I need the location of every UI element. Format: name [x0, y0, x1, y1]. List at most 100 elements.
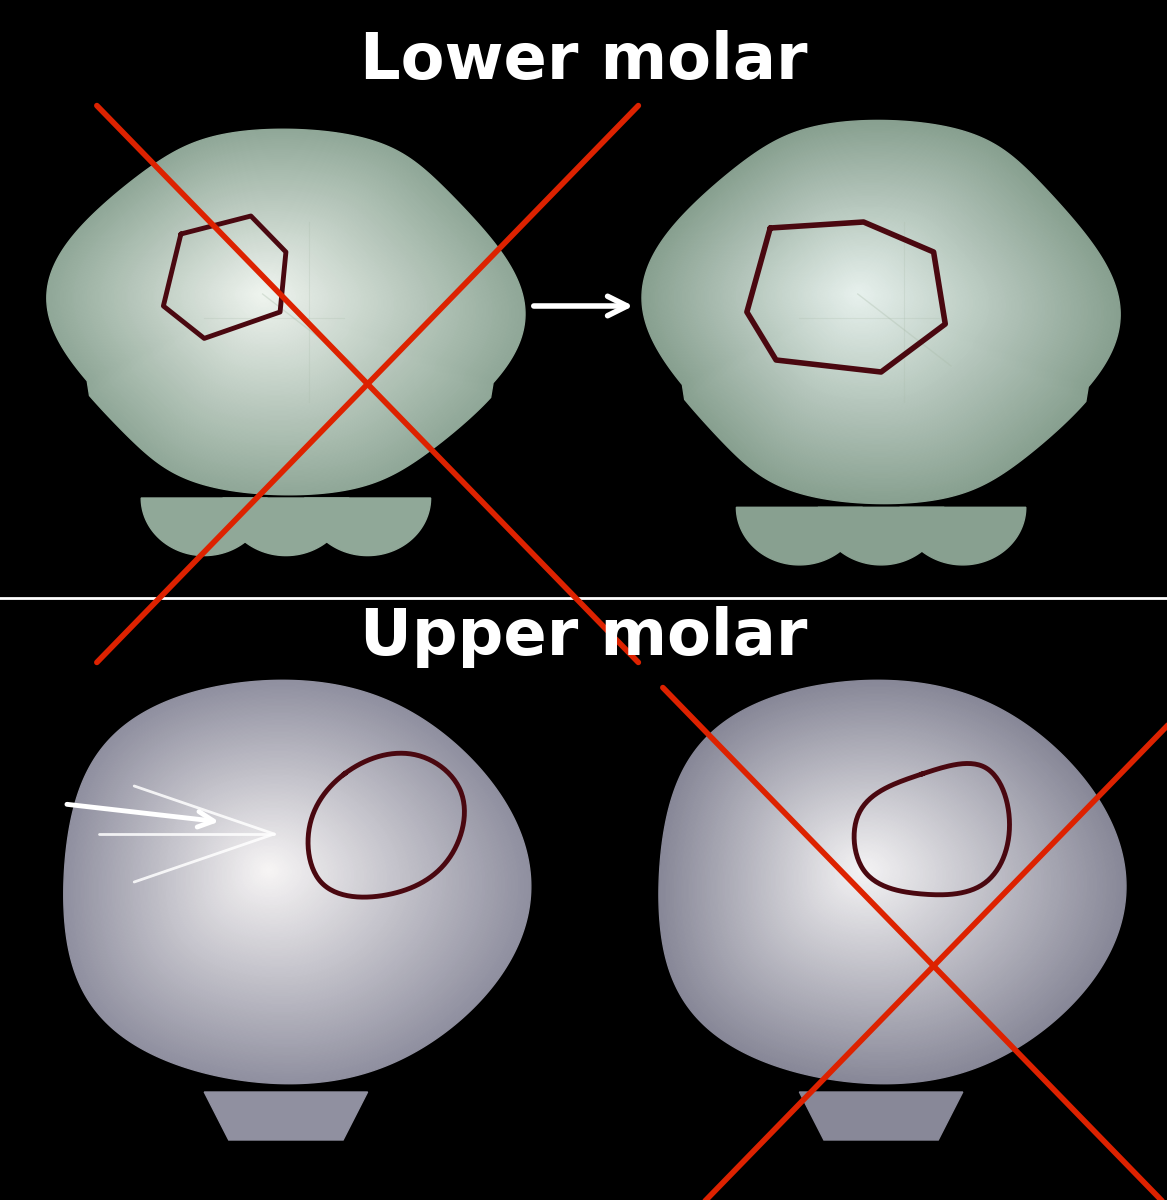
- Polygon shape: [194, 802, 364, 948]
- Polygon shape: [195, 242, 344, 356]
- Polygon shape: [796, 244, 934, 354]
- Polygon shape: [77, 152, 489, 467]
- Polygon shape: [746, 761, 1014, 992]
- Polygon shape: [805, 816, 939, 931]
- Polygon shape: [92, 707, 495, 1055]
- Polygon shape: [820, 264, 903, 331]
- Polygon shape: [256, 858, 285, 883]
- Polygon shape: [148, 758, 422, 996]
- Polygon shape: [82, 156, 482, 462]
- Polygon shape: [850, 288, 867, 302]
- Polygon shape: [65, 144, 502, 478]
- Polygon shape: [675, 146, 1081, 472]
- Polygon shape: [172, 780, 393, 972]
- Polygon shape: [106, 174, 453, 439]
- Polygon shape: [123, 187, 433, 425]
- Polygon shape: [664, 138, 1093, 482]
- Polygon shape: [794, 242, 936, 356]
- Polygon shape: [766, 221, 970, 383]
- Polygon shape: [685, 155, 1068, 462]
- Polygon shape: [797, 809, 949, 940]
- Polygon shape: [739, 754, 1025, 1001]
- Polygon shape: [809, 254, 917, 341]
- Polygon shape: [245, 848, 298, 894]
- Polygon shape: [135, 746, 439, 1009]
- Polygon shape: [743, 758, 1018, 996]
- Polygon shape: [838, 846, 896, 896]
- Polygon shape: [861, 868, 867, 872]
- Polygon shape: [731, 192, 1012, 418]
- Polygon shape: [160, 216, 387, 389]
- Polygon shape: [672, 144, 1084, 475]
- Polygon shape: [642, 120, 1120, 504]
- Polygon shape: [687, 707, 1090, 1055]
- Polygon shape: [257, 290, 270, 299]
- Polygon shape: [138, 749, 435, 1007]
- Polygon shape: [780, 232, 953, 370]
- Polygon shape: [736, 508, 862, 565]
- Polygon shape: [756, 770, 1001, 982]
- Polygon shape: [798, 246, 930, 352]
- Polygon shape: [187, 236, 355, 365]
- Polygon shape: [67, 683, 527, 1081]
- Polygon shape: [662, 683, 1123, 1081]
- Polygon shape: [184, 792, 377, 958]
- Polygon shape: [801, 248, 927, 349]
- Polygon shape: [833, 275, 887, 318]
- Polygon shape: [843, 851, 889, 892]
- Polygon shape: [818, 827, 923, 918]
- Polygon shape: [64, 680, 531, 1084]
- Polygon shape: [739, 198, 1002, 409]
- Polygon shape: [767, 780, 988, 972]
- Polygon shape: [728, 190, 1015, 420]
- Polygon shape: [174, 226, 371, 377]
- Polygon shape: [787, 799, 962, 950]
- Polygon shape: [207, 814, 347, 934]
- Polygon shape: [699, 166, 1051, 449]
- Polygon shape: [228, 832, 321, 913]
- Polygon shape: [187, 794, 373, 955]
- Polygon shape: [230, 834, 317, 910]
- Polygon shape: [63, 142, 505, 480]
- Polygon shape: [704, 170, 1044, 443]
- Polygon shape: [123, 734, 455, 1022]
- Polygon shape: [715, 179, 1032, 433]
- Polygon shape: [788, 238, 943, 362]
- Polygon shape: [189, 797, 370, 953]
- Polygon shape: [855, 863, 873, 878]
- Polygon shape: [731, 746, 1034, 1009]
- Polygon shape: [120, 185, 436, 427]
- Polygon shape: [109, 176, 449, 437]
- Polygon shape: [771, 224, 963, 378]
- Polygon shape: [222, 263, 312, 331]
- Polygon shape: [710, 175, 1039, 438]
- Polygon shape: [127, 191, 427, 420]
- Polygon shape: [757, 214, 979, 391]
- Polygon shape: [769, 782, 985, 968]
- Polygon shape: [900, 508, 1026, 565]
- Polygon shape: [236, 274, 295, 319]
- Polygon shape: [707, 725, 1063, 1033]
- Polygon shape: [112, 179, 446, 434]
- Polygon shape: [55, 136, 515, 487]
- Polygon shape: [837, 277, 883, 314]
- Polygon shape: [859, 865, 871, 875]
- Polygon shape: [247, 851, 294, 892]
- Polygon shape: [696, 164, 1055, 451]
- Polygon shape: [84, 158, 480, 460]
- Polygon shape: [812, 822, 929, 924]
- Polygon shape: [823, 832, 916, 913]
- Polygon shape: [209, 253, 328, 344]
- Polygon shape: [105, 719, 478, 1040]
- Polygon shape: [726, 742, 1041, 1014]
- Polygon shape: [735, 751, 1028, 1003]
- Polygon shape: [675, 695, 1106, 1068]
- Polygon shape: [131, 193, 424, 416]
- Polygon shape: [98, 168, 462, 448]
- Polygon shape: [831, 839, 907, 905]
- Polygon shape: [104, 173, 456, 442]
- Polygon shape: [855, 292, 861, 296]
- Polygon shape: [761, 775, 994, 977]
- Polygon shape: [715, 732, 1054, 1025]
- Polygon shape: [691, 160, 1061, 456]
